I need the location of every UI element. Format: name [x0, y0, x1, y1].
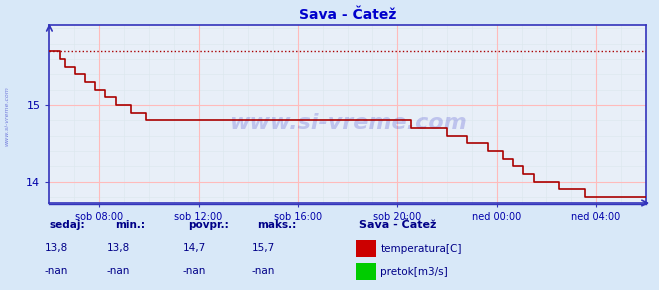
Title: Sava - Čatež: Sava - Čatež [299, 8, 396, 22]
Text: Sava - Čatež: Sava - Čatež [359, 220, 436, 230]
Text: sedaj:: sedaj: [49, 220, 85, 230]
Text: -nan: -nan [183, 266, 206, 276]
Text: -nan: -nan [107, 266, 130, 276]
Text: 14,7: 14,7 [183, 243, 206, 253]
Text: maks.:: maks.: [257, 220, 297, 230]
Text: 15,7: 15,7 [252, 243, 275, 253]
Text: 13,8: 13,8 [44, 243, 68, 253]
Text: pretok[m3/s]: pretok[m3/s] [380, 267, 448, 277]
Text: -nan: -nan [252, 266, 275, 276]
Text: min.:: min.: [115, 220, 146, 230]
Text: povpr.:: povpr.: [188, 220, 229, 230]
Text: www.si-vreme.com: www.si-vreme.com [229, 113, 467, 133]
Text: www.si-vreme.com: www.si-vreme.com [4, 86, 9, 146]
Text: -nan: -nan [44, 266, 68, 276]
Text: 13,8: 13,8 [107, 243, 130, 253]
Text: temperatura[C]: temperatura[C] [380, 244, 462, 253]
